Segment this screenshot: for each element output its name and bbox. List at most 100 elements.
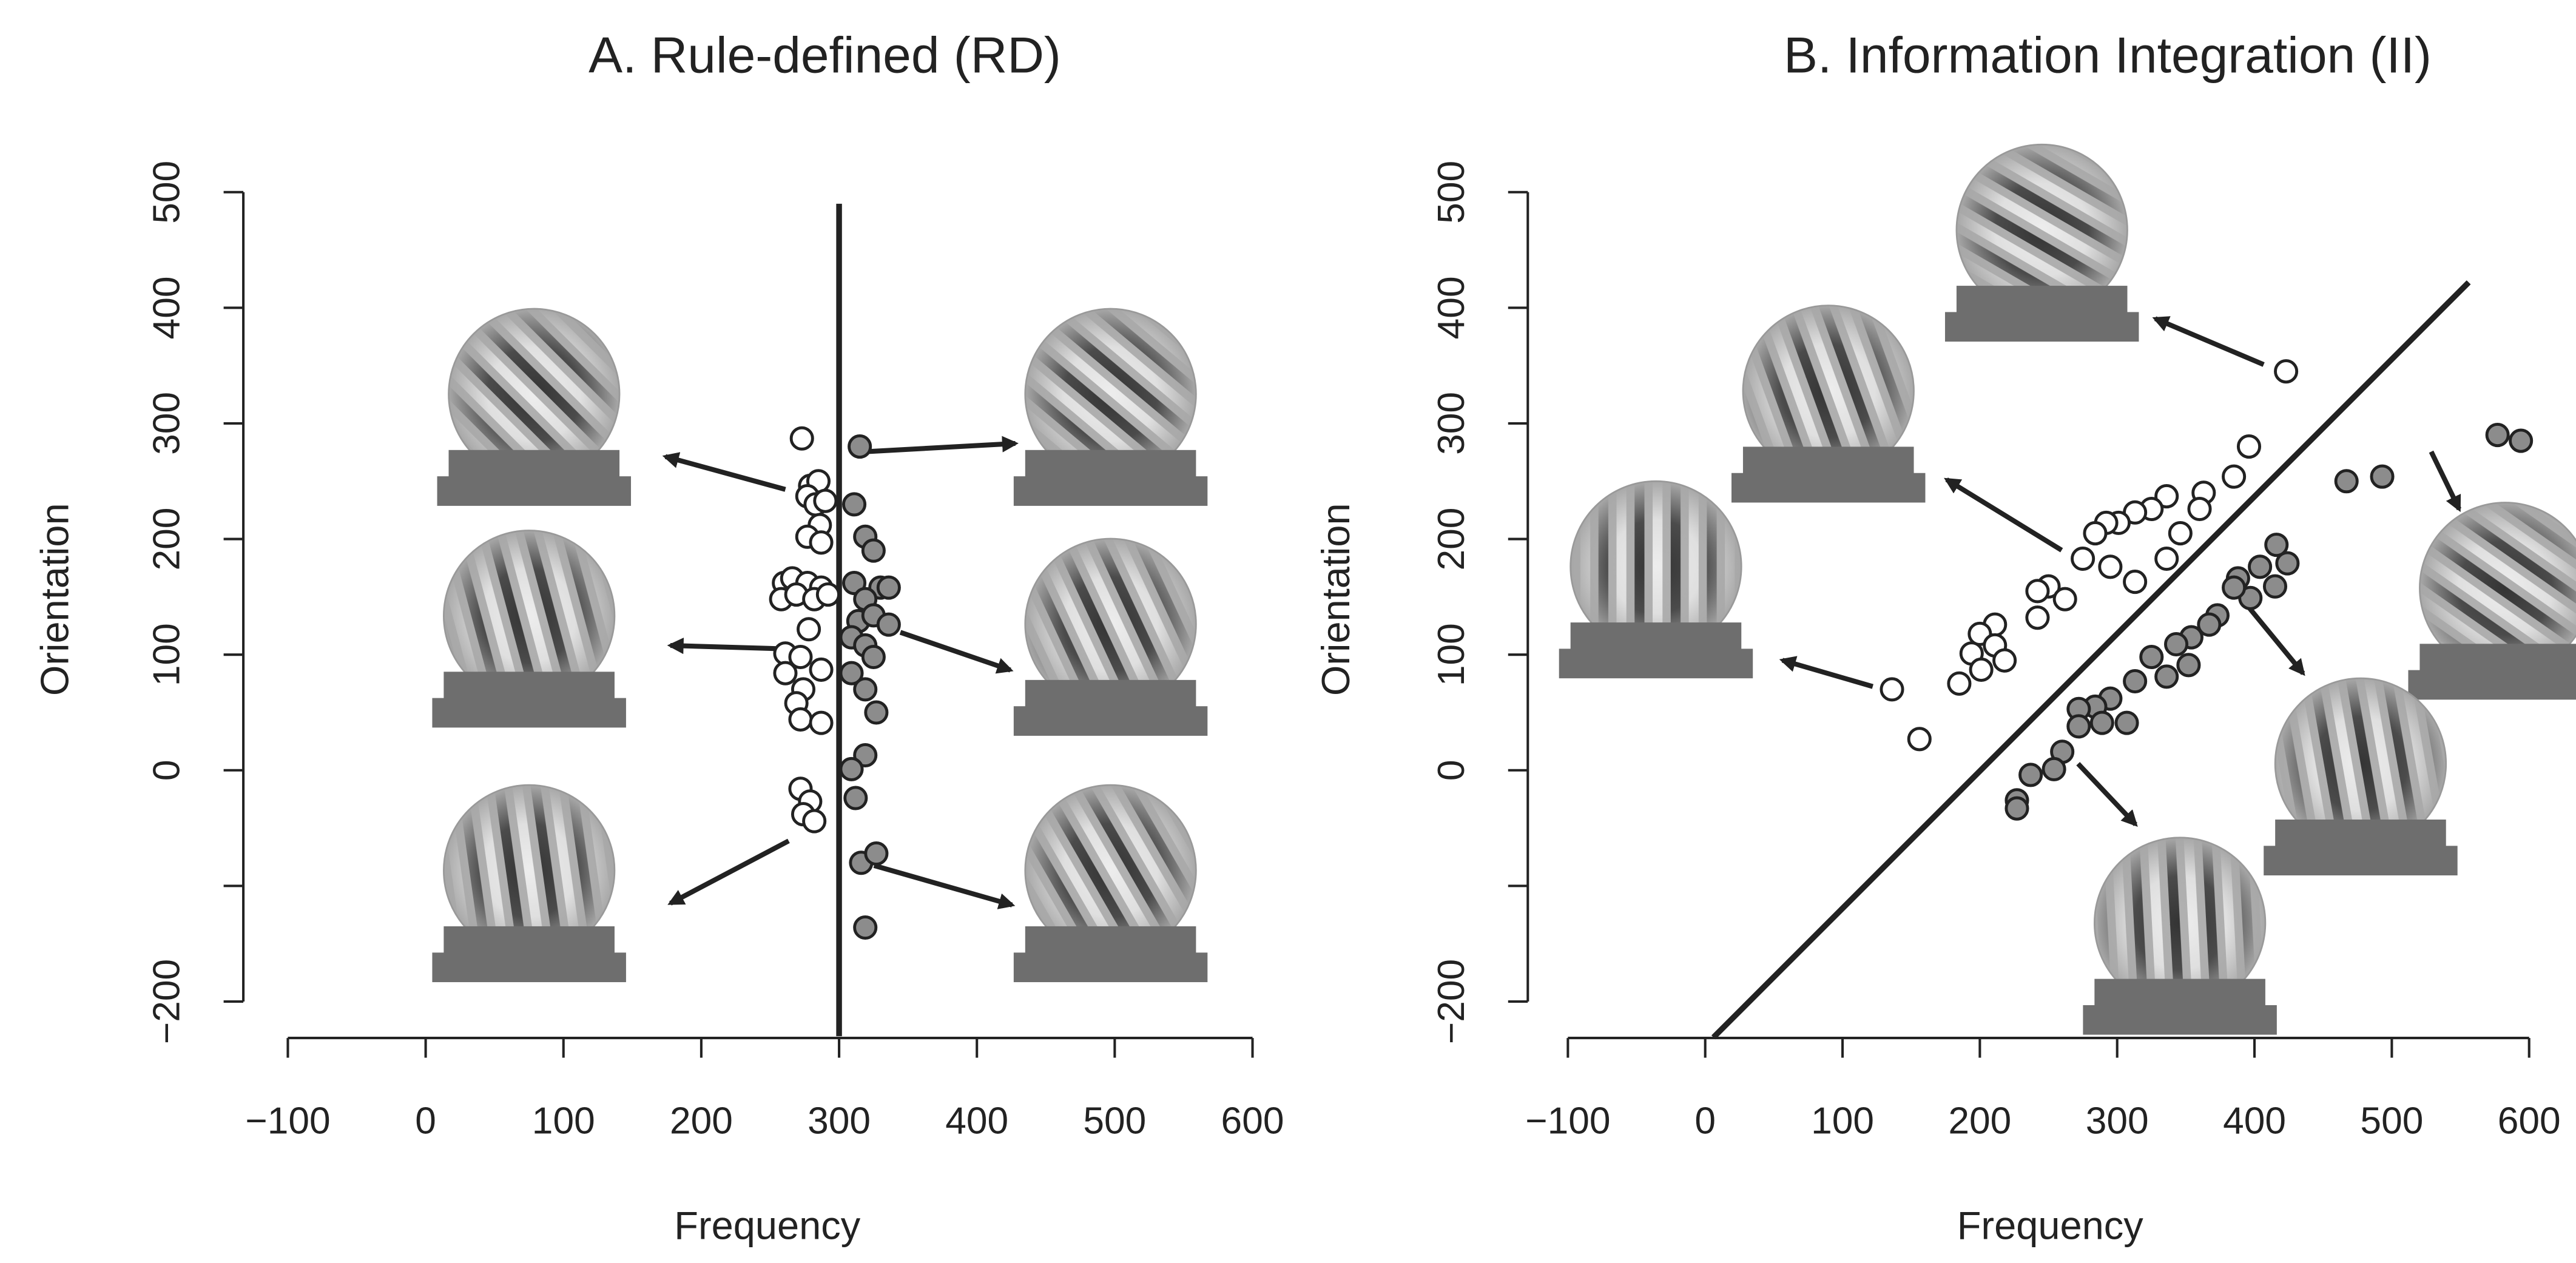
data-point xyxy=(2154,484,2179,509)
stimulus-icon xyxy=(432,784,626,983)
x-axis-label: Frequency xyxy=(1957,1203,2143,1247)
data-point xyxy=(2025,579,2050,604)
fade xyxy=(2275,678,2446,849)
pedestal-base xyxy=(432,698,626,728)
data-point xyxy=(839,756,864,781)
arrow xyxy=(667,638,781,655)
chart-title: A. Rule-defined (RD) xyxy=(588,27,1061,84)
arrow xyxy=(2152,316,2265,367)
data-point xyxy=(2123,570,2148,594)
pedestal-top xyxy=(2419,644,2576,674)
data-point xyxy=(802,809,827,834)
data-point xyxy=(839,661,864,685)
stimulus-icon xyxy=(1944,143,2139,342)
data-point xyxy=(2275,551,2300,576)
x-tick-label: 200 xyxy=(1948,1100,2011,1142)
x-tick-label: 200 xyxy=(670,1100,733,1142)
fade xyxy=(1570,481,1742,652)
data-point xyxy=(2114,710,2139,735)
x-tick-label: 0 xyxy=(1694,1100,1716,1142)
y-tick-label: 0 xyxy=(146,759,188,781)
data-point xyxy=(842,492,867,517)
stimulus-icon xyxy=(1013,308,1208,506)
pedestal-base xyxy=(2408,670,2576,700)
arrow xyxy=(1779,656,1873,689)
data-point xyxy=(2197,612,2222,637)
data-point xyxy=(2168,521,2193,546)
pedestal-base xyxy=(1013,476,1208,506)
data-point xyxy=(861,644,886,670)
pedestal-base xyxy=(2264,846,2458,876)
fade xyxy=(1025,539,1196,710)
arrow xyxy=(865,436,1019,454)
data-point xyxy=(2139,644,2164,670)
x-tick-label: 300 xyxy=(808,1100,871,1142)
pedestal-top xyxy=(1025,926,1196,956)
data-point xyxy=(2222,575,2247,600)
data-point xyxy=(809,530,834,555)
x-tick-label: 500 xyxy=(2360,1100,2423,1142)
arrow xyxy=(899,630,1014,674)
y-tick-label: −200 xyxy=(1431,959,1472,1044)
pedestal-base xyxy=(1731,473,1926,503)
data-point xyxy=(864,700,889,725)
arrow xyxy=(2076,762,2138,827)
stimulus-icon xyxy=(437,308,632,506)
x-tick-label: 0 xyxy=(415,1100,436,1142)
data-point xyxy=(2236,434,2262,459)
data-point xyxy=(2222,464,2247,489)
data-point xyxy=(2154,664,2179,689)
data-point xyxy=(815,582,840,607)
arrow xyxy=(2429,450,2462,513)
y-tick-label: −200 xyxy=(146,959,188,1044)
data-point xyxy=(853,677,878,702)
data-point xyxy=(1907,727,1932,752)
data-point xyxy=(861,538,886,563)
stimulus-icon xyxy=(1731,305,1926,503)
y-tick-label: 300 xyxy=(1431,392,1472,455)
data-point xyxy=(2509,428,2534,453)
data-point xyxy=(797,617,821,642)
fade xyxy=(2419,502,2576,674)
data-point xyxy=(2083,521,2108,546)
data-point xyxy=(1880,677,1904,702)
data-point xyxy=(2098,554,2123,579)
pedestal-top xyxy=(1956,286,2128,315)
y-axis-label: Orientation xyxy=(32,503,76,696)
data-point xyxy=(2370,464,2395,489)
arrow xyxy=(667,838,790,906)
arrow xyxy=(1944,477,2063,553)
data-point xyxy=(2262,574,2288,599)
y-tick-label: 500 xyxy=(1431,161,1472,224)
fade xyxy=(2094,837,2265,1009)
data-point xyxy=(2071,546,2096,571)
fade xyxy=(443,530,615,702)
data-point xyxy=(1992,648,2017,673)
arrow xyxy=(873,863,1016,909)
x-tick-label: 500 xyxy=(1083,1100,1146,1142)
pedestal-top xyxy=(1025,679,1196,710)
y-tick-label: 400 xyxy=(146,276,188,339)
pedestal-top xyxy=(1742,446,1914,477)
fade xyxy=(448,308,620,480)
data-point xyxy=(842,570,867,596)
stimulus-patch xyxy=(1025,308,1196,480)
data-point xyxy=(2004,796,2029,821)
data-point xyxy=(809,657,834,682)
fade xyxy=(1025,785,1196,956)
data-point xyxy=(843,786,868,810)
pedestal-top xyxy=(1570,622,1742,652)
data-point xyxy=(2066,714,2091,739)
data-point xyxy=(876,612,901,637)
data-point xyxy=(848,434,872,459)
pedestal-top xyxy=(443,926,615,956)
data-point xyxy=(2485,422,2510,448)
data-point xyxy=(788,707,813,732)
stimulus-patch xyxy=(2419,502,2576,674)
y-tick-label: 300 xyxy=(146,392,188,455)
y-tick-label: 100 xyxy=(1431,623,1472,686)
arrow xyxy=(662,452,786,492)
data-point xyxy=(2018,763,2043,787)
data-point xyxy=(876,575,901,600)
